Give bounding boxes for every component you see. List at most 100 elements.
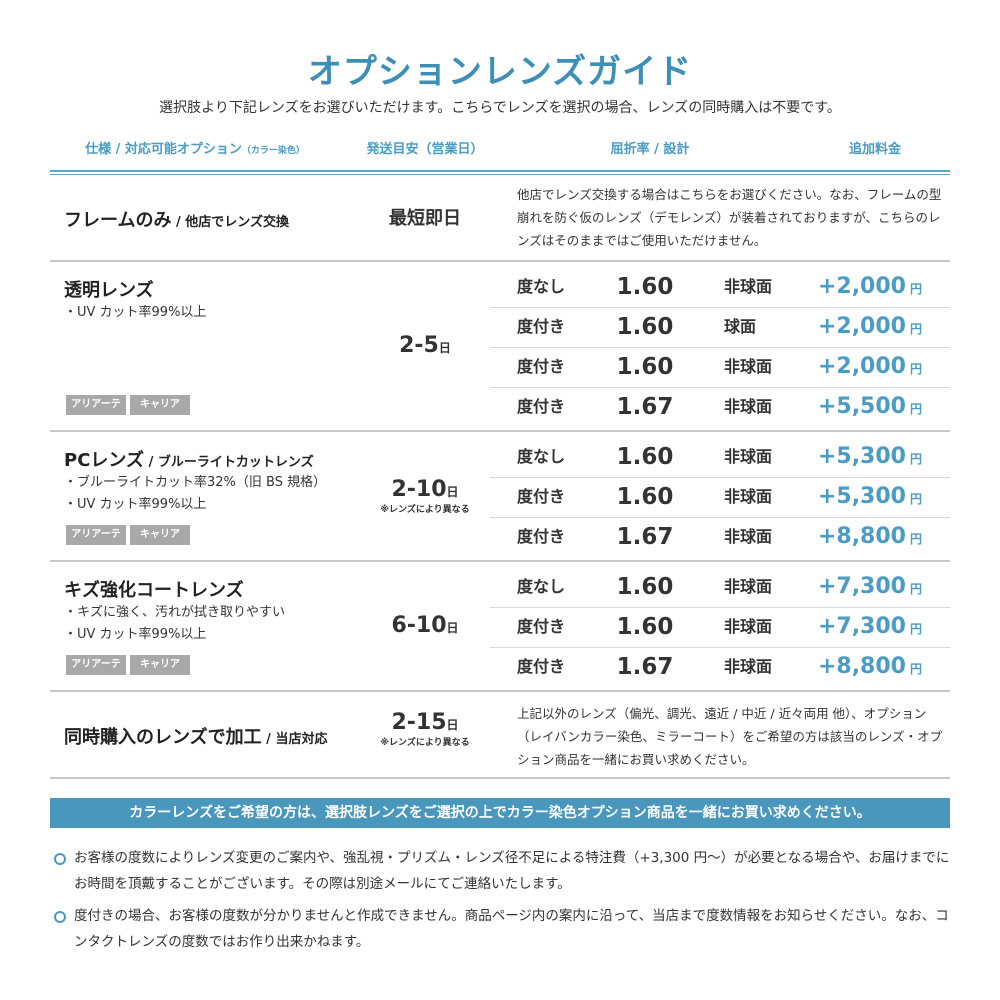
additional-price: +5,300 円 <box>817 444 922 469</box>
lens-option-row[interactable]: 度なし 1.60 非球面 +5,300 円 <box>490 437 950 477</box>
subrow-divider <box>490 477 950 478</box>
header-index: 屈折率 / 設計 <box>610 142 690 157</box>
feature-item: ・キズに強く、汚れが拭き取りやすい <box>64 605 286 620</box>
subrow-divider <box>490 387 950 388</box>
in-store-description: 上記以外のレンズ（偏光、調光、遠近 / 中近 / 近々両用 他）、オプション（レ… <box>517 706 943 767</box>
additional-price: +7,300 円 <box>817 574 922 599</box>
lens-option-row[interactable]: 度付き 1.67 非球面 +8,800 円 <box>490 647 950 687</box>
option-tag: アリアーテ <box>66 395 126 415</box>
refractive-index: 1.67 <box>616 524 674 550</box>
lens-option-row[interactable]: 度付き 1.60 非球面 +2,000 円 <box>490 347 950 387</box>
prescription-type: 度なし <box>517 577 566 596</box>
lens-shipping: 6-10日 <box>391 613 459 638</box>
prescription-type: 度なし <box>517 277 566 296</box>
refractive-index: 1.60 <box>616 574 674 600</box>
feature-item: ・ブルーライトカット率32%（旧 BS 規格） <box>64 475 327 490</box>
lens-option-row[interactable]: 度付き 1.67 非球面 +8,800 円 <box>490 517 950 557</box>
row-divider <box>50 777 950 779</box>
subrow-divider <box>490 607 950 608</box>
option-tag: アリアーテ <box>66 525 126 545</box>
option-tag: アリアーテ <box>66 655 126 675</box>
refractive-index: 1.60 <box>616 614 674 640</box>
lens-design: 非球面 <box>724 357 773 376</box>
subrow-divider <box>490 647 950 648</box>
feature-item: ・UV カット率99%以上 <box>64 305 207 320</box>
frame-only-name: フレームのみ / 他店でレンズ交換 <box>64 210 290 231</box>
lens-design: 非球面 <box>724 487 773 506</box>
note-item: 度付きの場合、お客様の度数が分かりませんと作成できません。商品ページ内の案内に沿… <box>52 903 952 955</box>
subrow-divider <box>490 347 950 348</box>
page-title: オプションレンズガイド <box>307 52 693 92</box>
refractive-index: 1.67 <box>616 394 674 420</box>
lens-name: 透明レンズ <box>64 280 154 301</box>
row-divider <box>50 430 950 432</box>
in-store-shipping: 2-15日 ※レンズにより異なる <box>380 710 470 748</box>
note-item: お客様の度数によりレンズ変更のご案内や、強乱視・プリズム・レンズ径不足による特注… <box>52 845 952 897</box>
lens-design: 球面 <box>724 317 757 336</box>
refractive-index: 1.60 <box>616 274 674 300</box>
lens-design: 非球面 <box>724 617 773 636</box>
header-shipping: 発送目安（営業日） <box>366 142 484 157</box>
option-tags: アリアーテ キャリア <box>66 392 194 415</box>
prescription-type: 度付き <box>517 657 566 676</box>
prescription-type: 度付き <box>517 527 566 546</box>
option-tag: キャリア <box>130 655 190 675</box>
subrow-divider <box>490 517 950 518</box>
lens-design: 非球面 <box>724 527 773 546</box>
additional-price: +5,500 円 <box>817 394 922 419</box>
refractive-index: 1.60 <box>616 444 674 470</box>
additional-price: +8,800 円 <box>817 654 922 679</box>
lens-features: ・ブルーライトカット率32%（旧 BS 規格） ・UV カット率99%以上 <box>64 472 326 516</box>
prescription-type: 度なし <box>517 447 566 466</box>
color-lens-banner: カラーレンズをご希望の方は、選択肢レンズをご選択の上でカラー染色オプション商品を… <box>50 798 950 828</box>
additional-price: +2,000 円 <box>817 274 922 299</box>
refractive-index: 1.67 <box>616 654 674 680</box>
option-tags: アリアーテ キャリア <box>66 522 194 545</box>
row-divider <box>50 560 950 562</box>
lens-name: PCレンズ / ブルーライトカットレンズ <box>64 450 314 471</box>
header-price: 追加料金 <box>848 142 901 157</box>
notes-list: お客様の度数によりレンズ変更のご案内や、強乱視・プリズム・レンズ径不足による特注… <box>52 845 952 961</box>
subrow-divider <box>490 307 950 308</box>
prescription-type: 度付き <box>517 397 566 416</box>
lens-option-row[interactable]: 度付き 1.67 非球面 +5,500 円 <box>490 387 950 427</box>
lens-shipping: 2-10日 ※レンズにより異なる <box>380 477 470 515</box>
lens-design: 非球面 <box>724 447 773 466</box>
lens-option-row[interactable]: 度なし 1.60 非球面 +2,000 円 <box>490 267 950 307</box>
feature-item: ・UV カット率99%以上 <box>64 497 207 512</box>
lens-features: ・UV カット率99%以上 <box>64 302 206 324</box>
lens-name: キズ強化コートレンズ <box>64 580 244 601</box>
option-tag: キャリア <box>130 395 190 415</box>
additional-price: +7,300 円 <box>817 614 922 639</box>
refractive-index: 1.60 <box>616 484 674 510</box>
lens-design: 非球面 <box>724 577 773 596</box>
lens-option-row[interactable]: 度付き 1.60 非球面 +7,300 円 <box>490 607 950 647</box>
lens-design: 非球面 <box>724 277 773 296</box>
option-tag: キャリア <box>130 525 190 545</box>
frame-only-description: 他店でレンズ交換する場合はこちらをお選びください。なお、フレームの型崩れを防ぐ仮… <box>517 187 942 248</box>
additional-price: +8,800 円 <box>817 524 922 549</box>
in-store-name: 同時購入のレンズで加工 / 当店対応 <box>64 727 328 748</box>
header-spec: 仕様 / 対応可能オプション（カラー染色） <box>85 142 305 157</box>
option-tags: アリアーテ キャリア <box>66 652 194 675</box>
additional-price: +2,000 円 <box>817 354 922 379</box>
lens-shipping: 2-5日 <box>399 333 451 358</box>
lens-design: 非球面 <box>724 397 773 416</box>
frame-only-shipping: 最短即日 <box>389 208 461 229</box>
refractive-index: 1.60 <box>616 314 674 340</box>
additional-price: +5,300 円 <box>817 484 922 509</box>
page-subtitle: 選択肢より下記レンズをお選びいただけます。こちらでレンズを選択の場合、レンズの同… <box>159 100 841 116</box>
prescription-type: 度付き <box>517 357 566 376</box>
additional-price: +2,000 円 <box>817 314 922 339</box>
refractive-index: 1.60 <box>616 354 674 380</box>
lens-option-row[interactable]: 度付き 1.60 非球面 +5,300 円 <box>490 477 950 517</box>
lens-option-row[interactable]: 度付き 1.60 球面 +2,000 円 <box>490 307 950 347</box>
row-divider <box>50 690 950 692</box>
prescription-type: 度付き <box>517 317 566 336</box>
lens-features: ・キズに強く、汚れが拭き取りやすい ・UV カット率99%以上 <box>64 602 285 646</box>
lens-option-row[interactable]: 度なし 1.60 非球面 +7,300 円 <box>490 567 950 607</box>
lens-design: 非球面 <box>724 657 773 676</box>
row-divider <box>50 260 950 262</box>
feature-item: ・UV カット率99%以上 <box>64 627 207 642</box>
prescription-type: 度付き <box>517 617 566 636</box>
